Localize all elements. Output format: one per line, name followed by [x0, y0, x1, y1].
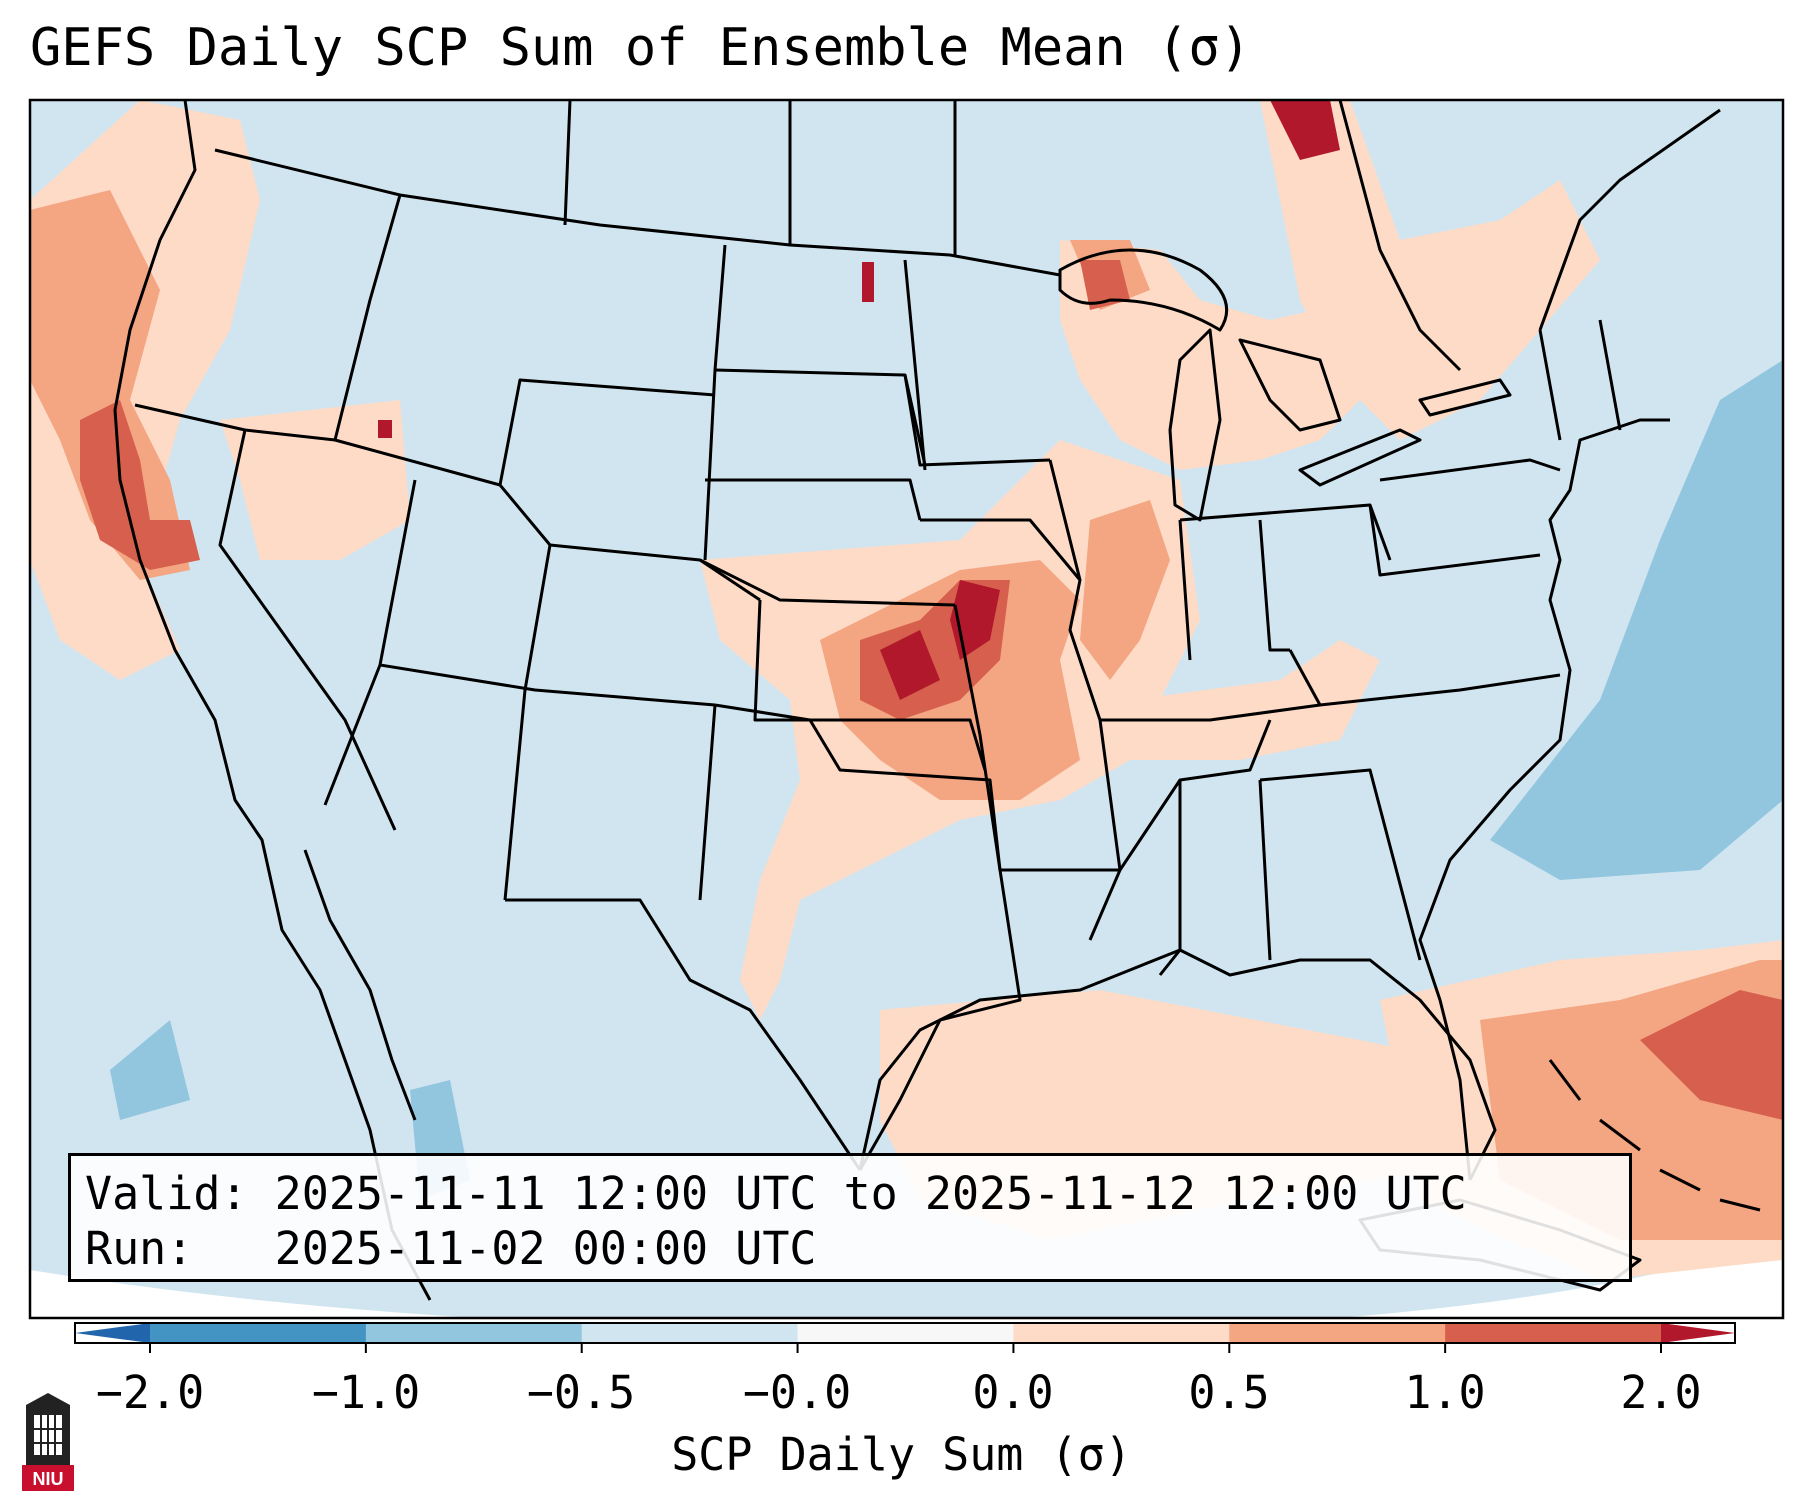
colorbar-label: SCP Daily Sum (σ)	[671, 1428, 1132, 1481]
scp-dark-red-cell	[862, 262, 874, 302]
map-area	[30, 100, 1783, 1318]
colorbar-segment	[1229, 1323, 1446, 1343]
state-line	[1258, 519, 1290, 652]
colorbar-tick: −0.5	[526, 1366, 636, 1419]
scp-dark-red-region	[880, 630, 940, 700]
colorbar-extend-low	[75, 1323, 150, 1343]
colorbar-tick: −1.0	[311, 1366, 421, 1419]
niu-badge	[22, 1465, 74, 1491]
state-line	[1118, 719, 1272, 871]
scp-light-red-region	[1260, 100, 1600, 440]
coastline	[113, 100, 432, 1301]
state-line	[1538, 329, 1562, 441]
scp-dark-red-region	[1270, 100, 1340, 160]
colorbar-segment	[581, 1323, 799, 1343]
colorbar-segment	[1445, 1323, 1662, 1343]
state-line	[1178, 519, 1192, 661]
colorbar-tick: 0.0	[972, 1366, 1054, 1419]
run-label: Run:	[85, 1222, 194, 1275]
state-line	[1288, 649, 1322, 706]
lake-michigan	[1168, 328, 1222, 522]
state-line	[503, 544, 552, 901]
state-line	[699, 558, 956, 607]
lake-erie	[1298, 428, 1422, 487]
valid-label: Valid:	[85, 1167, 248, 1220]
state-line	[903, 374, 1051, 467]
scp-light-red-region	[220, 400, 410, 560]
state-line	[753, 599, 987, 771]
colorbar-segment	[1013, 1323, 1230, 1343]
state-line	[903, 259, 927, 471]
scp-light-red-region	[1120, 640, 1380, 760]
state-line	[953, 604, 1120, 872]
colorbar-tick: 0.5	[1188, 1366, 1270, 1419]
bahamas	[1548, 1059, 1761, 1212]
colorbar-frame	[74, 1322, 1736, 1344]
colorbar-tick: 2.0	[1620, 1366, 1702, 1419]
coastline	[858, 948, 1497, 1181]
niu-tower-icon: NIU	[22, 1393, 74, 1491]
colorbar-tick: −0.0	[742, 1366, 852, 1419]
border	[1538, 108, 1721, 331]
state-line	[1368, 504, 1541, 577]
state-line	[498, 378, 716, 486]
colorbar-tick: −2.0	[95, 1366, 205, 1419]
border	[505, 898, 862, 1171]
lake-ontario	[1418, 378, 1512, 417]
state-line	[333, 194, 402, 441]
state-line	[920, 518, 1082, 581]
map-title: GEFS Daily SCP Sum of Ensemble Mean (σ)	[30, 18, 1251, 78]
state-line	[705, 478, 922, 521]
scp-dark-red-cell	[378, 420, 392, 438]
state-line	[498, 484, 761, 602]
run-text: 2025-11-02 00:00 UTC	[274, 1222, 817, 1275]
state-line	[714, 703, 1022, 1171]
scp-mid-red-region	[30, 190, 190, 580]
state-line	[1379, 458, 1561, 482]
niu-logo-text: NIU	[33, 1469, 64, 1489]
state-line	[698, 704, 717, 901]
valid-text: 2025-11-11 12:00 UTC to 2025-11-12 12:00…	[274, 1167, 1467, 1220]
scp-light-blue-region	[110, 1020, 190, 1120]
scp-red-region	[80, 400, 200, 570]
scp-red-region	[1080, 260, 1130, 310]
projection-edge	[1335, 1240, 1783, 1318]
colorbar-segment	[150, 1323, 367, 1343]
lake-superior	[1058, 248, 1229, 332]
valid-time-box: Valid: 2025-11-11 12:00 UTC to 2025-11-1…	[68, 1153, 1632, 1282]
border	[1338, 100, 1462, 372]
coastline	[303, 849, 417, 1121]
projection-edge	[30, 1270, 480, 1318]
state-line	[379, 663, 716, 707]
state-line	[563, 100, 572, 226]
state-line	[1259, 768, 1422, 961]
colorbar	[75, 1323, 1735, 1353]
colorbar-segment	[797, 1323, 1014, 1343]
colorbar-extend-high	[1661, 1323, 1735, 1343]
border	[214, 148, 1061, 277]
lake-huron	[1238, 338, 1342, 432]
state-line	[218, 429, 397, 831]
state-line	[134, 403, 501, 487]
colorbar-tick: 1.0	[1404, 1366, 1486, 1419]
map-frame	[28, 98, 1785, 1320]
state-line	[1258, 779, 1272, 961]
boundaries	[113, 100, 1761, 1301]
scp-red-region	[1640, 990, 1783, 1120]
state-line	[1598, 319, 1622, 431]
colorbar-segment	[365, 1323, 583, 1343]
state-line	[1048, 459, 1122, 941]
scp-mid-red-region	[1080, 500, 1170, 680]
coastline	[1418, 418, 1670, 1181]
scp-light-blue-region	[1490, 360, 1783, 880]
scp-light-red-region	[1060, 240, 1380, 470]
